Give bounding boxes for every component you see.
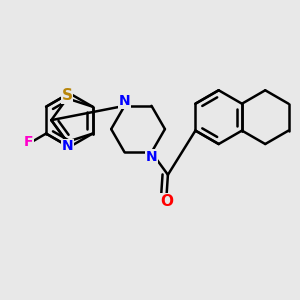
Text: O: O [160,194,173,209]
Text: N: N [119,94,130,108]
Text: N: N [146,150,157,164]
Text: F: F [23,135,33,149]
Text: N: N [61,140,73,153]
Text: S: S [61,88,73,103]
